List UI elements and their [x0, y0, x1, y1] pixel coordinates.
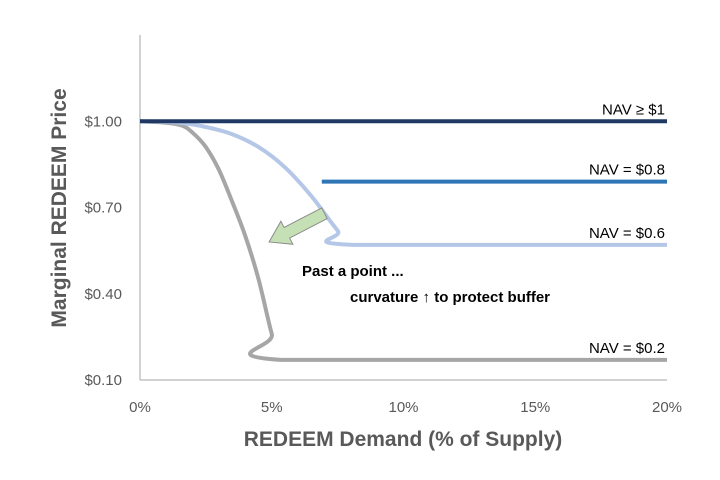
series-labels: NAV ≥ $1 NAV = $0.8 NAV = $0.6 NAV = $0.2	[589, 101, 665, 357]
series-label: NAV = $0.6	[589, 225, 665, 242]
annotation-line-1: Past a point ...	[302, 263, 404, 280]
y-tick-label: $0.40	[84, 286, 122, 303]
x-axis-title: REDEEM Demand (% of Supply)	[244, 428, 563, 451]
annotation-line-2: curvature ↑ to protect buffer	[350, 289, 550, 306]
series-label: NAV ≥ $1	[602, 101, 665, 118]
y-axis-title: Marginal REDEEM Price	[48, 88, 71, 327]
annotation-arrow	[268, 207, 328, 245]
x-tick-label: 10%	[388, 399, 418, 416]
annotation-arrow-shape	[268, 207, 328, 245]
x-tick-label: 5%	[261, 399, 283, 416]
axes	[139, 35, 667, 381]
series-line	[139, 119, 667, 362]
series-label: NAV = $0.2	[589, 340, 665, 357]
x-tick-label: 0%	[129, 399, 151, 416]
y-tick-labels: $0.10 $0.40 $0.70 $1.00	[84, 113, 122, 389]
series-label: NAV = $0.8	[589, 162, 665, 179]
x-tick-label: 15%	[520, 399, 550, 416]
x-tick-label: 20%	[652, 399, 682, 416]
y-tick-label: $0.70	[84, 200, 122, 217]
y-tick-label: $0.10	[84, 372, 122, 389]
series-lines	[139, 119, 667, 362]
series-line	[139, 119, 667, 247]
x-tick-labels: 0% 5% 10% 15% 20%	[129, 399, 682, 416]
y-tick-label: $1.00	[84, 113, 122, 130]
